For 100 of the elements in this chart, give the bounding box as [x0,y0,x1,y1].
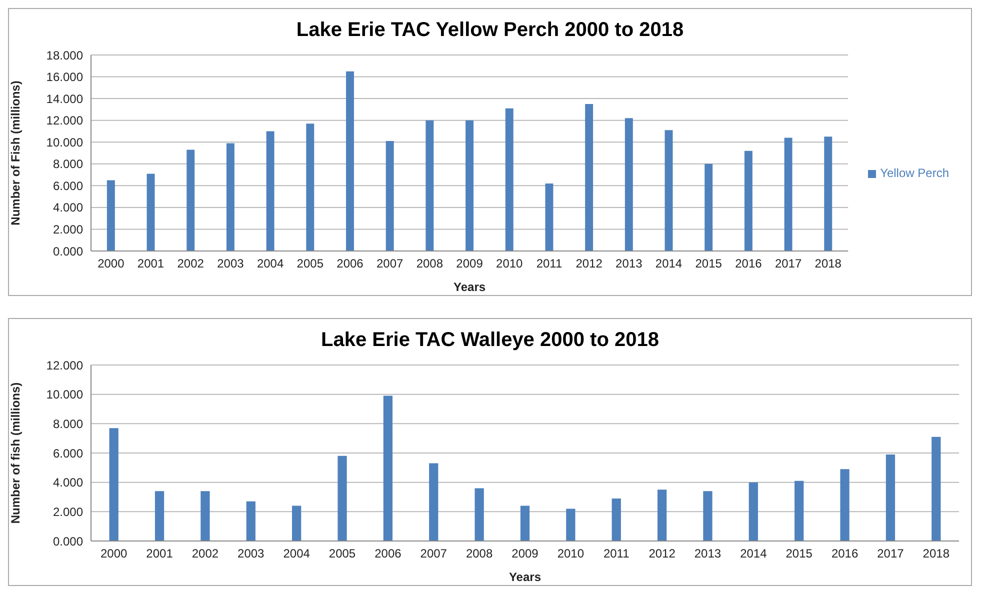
bar [744,150,752,251]
y-tick-label: 16.000 [46,70,84,84]
y-tick-label: 2.000 [52,504,84,519]
bar [474,488,484,541]
chart-title: Lake Erie TAC Yellow Perch 2000 to 2018 [295,18,685,43]
bar [520,506,530,541]
x-tick-label: 2000 [100,546,128,561]
x-tick-label: 2009 [456,256,484,271]
x-tick-label: 2002 [177,256,204,271]
x-tick-label: 2018 [814,256,842,271]
x-axis-title: Years [508,570,542,584]
y-tick-label: 0.000 [52,244,84,258]
x-tick-label: 2007 [420,546,448,561]
bar [748,482,758,541]
bar [266,131,274,251]
y-tick-label: 4.000 [52,200,84,215]
bar [545,183,554,251]
x-tick-label: 2015 [786,546,813,561]
x-tick-label: 2018 [922,546,950,561]
x-tick-label: 2014 [655,256,682,271]
bar [346,71,354,251]
x-tick-label: 2014 [740,546,768,561]
x-tick-label: 2008 [466,546,493,561]
x-tick-label: 2009 [512,546,539,561]
bar [154,491,164,541]
x-tick-label: 2006 [374,546,402,561]
bar [338,456,347,541]
x-tick-label: 2016 [831,546,858,561]
x-tick-label: 2012 [576,256,603,271]
bar [200,491,210,541]
x-tick-label: 2015 [695,256,722,271]
bar [429,463,438,541]
x-tick-label: 2005 [296,256,324,271]
x-tick-label: 2003 [217,256,244,271]
x-tick-label: 2017 [877,546,904,561]
x-tick-label: 2013 [616,256,643,271]
bar [566,508,576,541]
bar [624,118,633,251]
x-tick-label: 2011 [603,546,630,561]
bar [794,480,804,541]
y-axis-title: Number of Fish (millions) [8,80,22,226]
bar [932,436,941,541]
y-tick-label: 10.000 [46,388,84,402]
bar [704,164,713,251]
x-tick-label: 2016 [735,256,762,271]
x-tick-label: 2000 [98,256,125,271]
x-tick-label: 2013 [694,546,722,561]
bar [505,108,514,251]
x-tick-label: 2004 [256,256,284,271]
y-tick-label: 6.000 [52,446,84,460]
x-tick-label: 2017 [774,256,802,271]
x-tick-label: 2010 [557,546,584,561]
x-tick-label: 2001 [137,256,164,271]
y-tick-label: 10.000 [46,135,84,150]
y-tick-label: 14.000 [46,92,84,106]
bar [784,138,792,251]
y-tick-label: 8.000 [52,157,84,172]
x-tick-label: 2001 [146,546,174,561]
x-tick-label: 2011 [536,256,562,271]
y-tick-label: 12.000 [46,114,84,128]
bar [106,180,115,251]
y-tick-label: 8.000 [52,416,84,431]
y-tick-label: 4.000 [52,476,84,490]
x-tick-label: 2012 [648,546,676,561]
bar [657,490,667,541]
y-tick-label: 18.000 [46,48,84,62]
bar [703,491,712,541]
y-tick-label: 6.000 [52,178,84,193]
bar [306,124,314,251]
bar [109,428,118,541]
bar [585,104,594,251]
x-tick-label: 2002 [192,546,219,561]
bar [246,501,256,541]
bar [612,498,621,541]
bar [886,454,896,541]
x-tick-label: 2005 [328,546,356,561]
y-tick-label: 2.000 [52,222,84,236]
bar [466,120,474,251]
bar [386,141,394,251]
bar [146,174,155,251]
bar [824,136,832,251]
y-axis-title: Number of fish (millions) [8,382,22,524]
y-tick-label: 0.000 [52,534,84,548]
x-tick-label: 2008 [416,256,444,271]
x-tick-label: 2004 [283,546,310,561]
legend-label: Yellow Perch [880,166,949,180]
chart-title: Lake Erie TAC Walleye 2000 to 2018 [320,328,660,353]
bar [426,120,434,251]
bar [383,396,393,541]
bar [292,506,302,541]
bar [186,150,195,251]
x-tick-label: 2003 [238,546,265,561]
x-tick-label: 2007 [376,256,404,271]
y-tick-label: 12.000 [46,358,84,372]
bar [840,469,850,541]
bar [226,143,234,251]
x-axis-title: Years [454,280,486,294]
x-tick-label: 2010 [496,256,524,271]
x-tick-label: 2006 [336,256,364,271]
bar [664,130,673,251]
